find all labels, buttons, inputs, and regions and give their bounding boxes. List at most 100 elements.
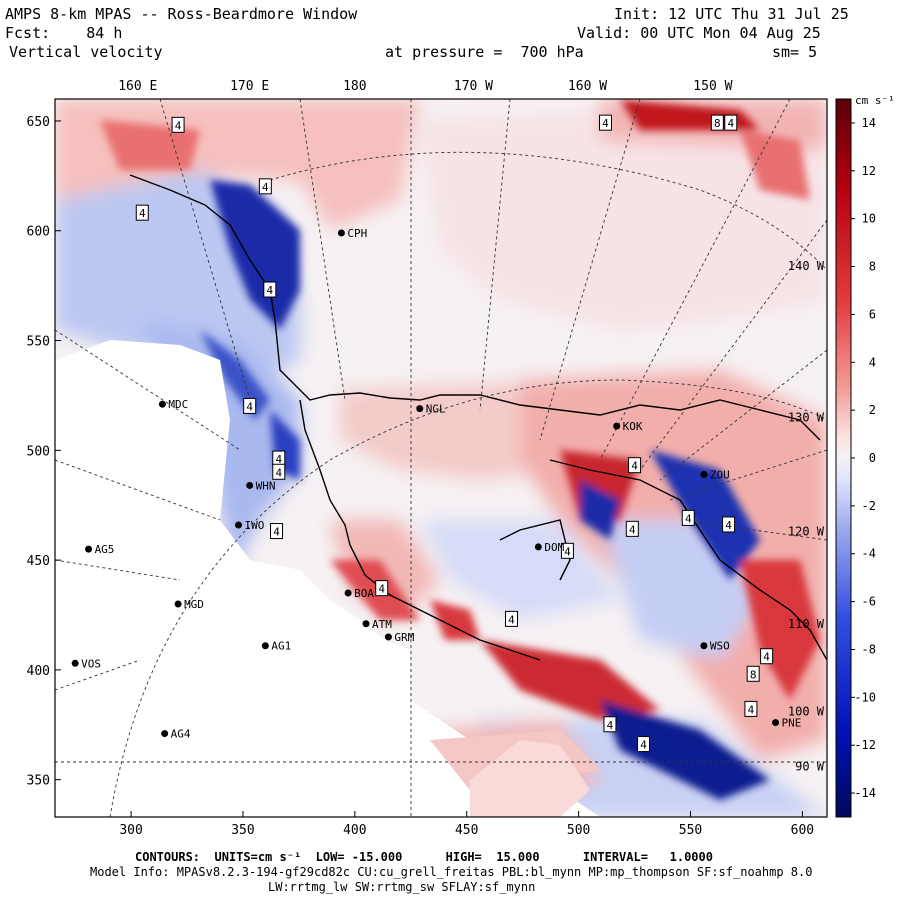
colorbar-label: 12 (862, 164, 876, 178)
right-longitude-label: 90 W (795, 759, 825, 773)
y-tick-label: 400 (27, 664, 50, 679)
station-label: IWO (244, 519, 264, 532)
station-label: DOM (544, 541, 564, 554)
contour-label-box (710, 114, 724, 131)
top-longitude-labels: 160 E 170 E 180 170 W 160 W 150 W (118, 79, 732, 94)
contour-label: 8 (714, 117, 721, 130)
station-label: ZOU (710, 468, 730, 481)
contour-info: CONTOURS: UNITS=cm s⁻¹ LOW= -15.000 HIGH… (135, 850, 713, 864)
contour-label-box (744, 700, 758, 717)
colorbar-labels: 14 12 10 8 6 4 2 0 -2 -4 -6 -8 -10 -12 -14 (851, 116, 876, 800)
x-tick-label: 500 (567, 823, 590, 838)
station-marker (337, 229, 345, 237)
station-marker (534, 543, 542, 551)
colorbar-label: -4 (862, 547, 876, 561)
contour-label-box (258, 178, 272, 195)
colorbar-label: 2 (869, 403, 876, 417)
top-longitude-label: 150 W (693, 79, 732, 94)
contour-label-box (724, 114, 738, 131)
contour-label: 4 (725, 519, 732, 532)
coastline (129, 174, 827, 661)
station-label: WSO (710, 640, 730, 653)
contour-label-box (560, 542, 574, 559)
contour-label-box (625, 520, 639, 537)
header-init-time: Init: 12 UTC Thu 31 Jul 25 (614, 5, 849, 23)
station-marker (158, 400, 166, 408)
axes: 300 350 400 450 500 550 600 350 400 450 500 550 600 6… (27, 115, 815, 838)
station-label: PNE (782, 717, 802, 730)
top-longitude-label: 180 (343, 79, 366, 94)
y-tick-label: 550 (27, 335, 50, 350)
colorbar-ramp (835, 98, 852, 818)
station-marker (85, 545, 93, 553)
header-valid-time: Valid: 00 UTC Mon 04 Aug 25 (577, 24, 821, 42)
contour-label: 8 (750, 668, 757, 681)
colorbar-label: 8 (869, 260, 876, 274)
contour-label: 4 (629, 523, 636, 536)
colorbar-label: -12 (854, 738, 876, 752)
contour-label: 4 (273, 526, 280, 539)
station-marker (416, 405, 424, 413)
contour-label-box (270, 523, 284, 540)
station-marker (71, 659, 79, 667)
colorbar-units: cm s⁻¹ (855, 94, 895, 107)
graticule (55, 99, 827, 817)
station-label: WHN (256, 479, 276, 492)
x-tick-label: 550 (679, 823, 702, 838)
contour-label-box (628, 457, 642, 474)
colorbar-label: 14 (862, 116, 876, 130)
contour-label: 4 (727, 117, 734, 130)
top-longitude-label: 170 E (230, 79, 269, 94)
station-label: NGL (426, 403, 446, 416)
contour-label: 4 (607, 719, 614, 732)
header-pressure-level: at pressure = 700 hPa (385, 43, 584, 61)
x-tick-label: 300 (119, 823, 142, 838)
contour-label: 4 (139, 207, 146, 220)
contour-label: 4 (564, 545, 571, 558)
y-tick-label: 600 (27, 225, 50, 240)
contour-label-box (135, 204, 149, 221)
station-label: VOS (81, 657, 101, 670)
contour-label: 4 (246, 400, 253, 413)
station-marker (613, 422, 621, 430)
contour-label: 4 (275, 466, 282, 479)
colorbar-label: 10 (862, 212, 876, 226)
right-longitude-label: 140 W (788, 259, 825, 273)
x-tick-label: 450 (455, 823, 478, 838)
contour-label: 4 (602, 117, 609, 130)
header-variable: Vertical velocity (9, 43, 163, 61)
station-marker (344, 589, 352, 597)
contour-label-box (598, 114, 612, 131)
contour-label-box (375, 580, 389, 597)
contour-label: 4 (275, 453, 282, 466)
contour-label-box (722, 516, 736, 533)
contour-label-box (504, 610, 518, 627)
right-longitude-label: 120 W (788, 525, 825, 539)
colorbar-label: -2 (862, 499, 876, 513)
contour-label: 4 (748, 703, 755, 716)
colorbar-label: -14 (854, 786, 876, 800)
contour-label-box (681, 509, 695, 526)
y-tick-label: 500 (27, 444, 50, 459)
station-label: BOA (354, 587, 374, 600)
station-marker (174, 600, 182, 608)
top-longitude-label: 160 W (568, 79, 607, 94)
contour-label: 4 (685, 512, 692, 525)
colorbar-label: -8 (862, 642, 876, 656)
station-label: MGD (184, 598, 204, 611)
x-tick-label: 350 (231, 823, 254, 838)
y-tick-label: 650 (27, 115, 50, 130)
right-longitude-label: 100 W (788, 705, 825, 719)
plot-frame (54, 98, 828, 818)
right-longitude-labels: 140 W 130 W 120 W 110 W 100 W 90 W (788, 259, 825, 774)
top-longitude-label: 170 W (454, 79, 493, 94)
contour-label: 4 (631, 460, 638, 473)
contour-label-box (760, 648, 774, 665)
station-marker (772, 719, 780, 727)
contour-label-box (746, 665, 760, 682)
contour-label-box (243, 397, 257, 414)
station-marker (700, 470, 708, 478)
y-tick-label: 450 (27, 554, 50, 569)
